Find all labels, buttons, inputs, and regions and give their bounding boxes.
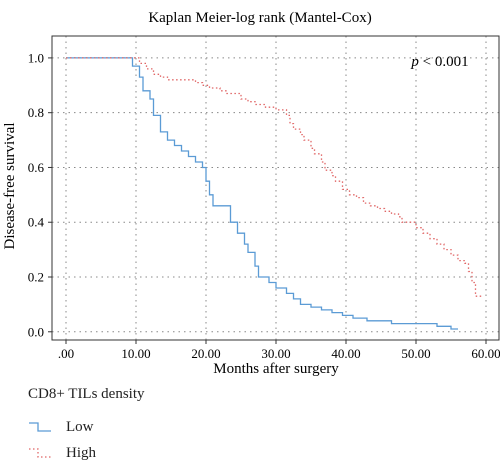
x-axis-label: Months after surgery — [213, 361, 339, 377]
grid-lines — [52, 36, 499, 340]
x-tick-label: 10.00 — [121, 346, 150, 361]
legend-swatch-low — [29, 422, 51, 432]
legend-title: CD8+ TILs density — [28, 386, 145, 402]
legend-swatch-high — [29, 448, 51, 458]
x-tick-label: 40.00 — [331, 346, 360, 361]
x-tick-label: 50.00 — [401, 346, 430, 361]
x-tick-label: 60.00 — [471, 346, 500, 361]
y-tick-label: 0.4 — [28, 215, 45, 230]
p-value-annotation: p < 0.001 — [410, 54, 468, 70]
y-axis-label: Disease-free survival — [2, 122, 18, 249]
y-tick-label: 0.8 — [28, 105, 44, 120]
plot-frame — [51, 35, 500, 341]
legend-item-high: High — [28, 441, 145, 465]
series-lines — [66, 57, 483, 330]
y-tick-label: 0.0 — [28, 324, 44, 339]
legend: CD8+ TILs density Low High — [28, 386, 145, 467]
chart-title: Kaplan Meier-log rank (Mantel-Cox) — [148, 10, 371, 26]
survival-chart: Kaplan Meier-log rank (Mantel-Cox) .00 10… — [2, 10, 500, 377]
legend-label-high: High — [66, 444, 96, 461]
axis-ticks: .00 10.00 20.00 30.00 40.00 50.00 60.00 0.0 0.2 0… — [28, 50, 500, 361]
x-tick-label: 30.00 — [261, 346, 290, 361]
series-line-low — [66, 57, 458, 330]
y-tick-label: 1.0 — [28, 50, 44, 65]
y-tick-label: 0.2 — [28, 270, 44, 285]
x-tick-label: 20.00 — [191, 346, 220, 361]
legend-item-low: Low — [28, 415, 145, 439]
legend-label-low: Low — [66, 418, 94, 435]
x-tick-label: .00 — [58, 346, 74, 361]
series-line-high — [66, 57, 483, 297]
y-tick-label: 0.6 — [28, 160, 45, 175]
